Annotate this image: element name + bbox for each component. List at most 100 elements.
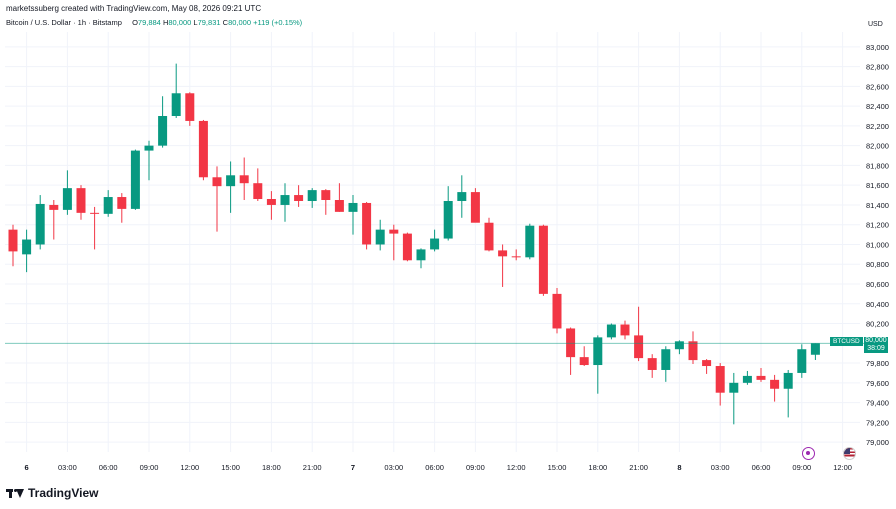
candle-body xyxy=(620,324,630,336)
candle-body xyxy=(552,293,562,329)
candle-body xyxy=(606,324,616,338)
time-tick-label: 12:00 xyxy=(833,463,852,472)
time-tick-label: 09:00 xyxy=(792,463,811,472)
candle-down xyxy=(334,183,344,212)
candle-body xyxy=(566,328,576,358)
price-tick-label: 81,400 xyxy=(866,201,889,210)
candle-body xyxy=(22,239,32,255)
candle-up xyxy=(375,219,385,251)
price-tick-label: 81,800 xyxy=(866,161,889,170)
price-tick-label: 79,200 xyxy=(866,418,889,427)
price-tick-label: 80,600 xyxy=(866,280,889,289)
candle-body xyxy=(307,190,317,201)
price-tick-label: 80,400 xyxy=(866,300,889,309)
time-axis: 6 03:00 06:00 09:00 12:00 15:00 18:00 21:00 7 03:… xyxy=(25,463,852,472)
price-tick-label: 79,600 xyxy=(866,379,889,388)
candle-down xyxy=(538,224,548,296)
candle-body xyxy=(266,199,276,205)
high-label: H xyxy=(162,18,169,27)
current-price-value: 80,000 xyxy=(865,337,887,344)
candle-down xyxy=(239,157,249,200)
candle-down xyxy=(76,185,86,220)
candle-down xyxy=(470,188,480,223)
candle-body xyxy=(239,175,249,184)
currency-label: USD xyxy=(868,21,883,28)
time-tick-label: 21:00 xyxy=(629,463,648,472)
price-tick-label: 83,000 xyxy=(866,43,889,52)
candle-down xyxy=(688,331,698,365)
tradingview-logo[interactable]: TradingView xyxy=(6,486,98,500)
candle-body xyxy=(702,360,712,367)
price-tick-label: 79,400 xyxy=(866,399,889,408)
candle-up xyxy=(35,195,45,250)
candle-body xyxy=(389,229,399,234)
candle-body xyxy=(634,335,644,359)
time-tick-label: 15:00 xyxy=(548,463,567,472)
candle-down xyxy=(266,191,276,220)
tradingview-logo-icon xyxy=(6,488,24,499)
us-flag-icon[interactable] xyxy=(843,447,856,460)
candle-down xyxy=(198,119,208,181)
candle-down xyxy=(185,92,195,126)
candle-down xyxy=(620,320,630,340)
time-tick-label: 03:00 xyxy=(384,463,403,472)
candle-body xyxy=(579,357,589,366)
candle-up xyxy=(674,340,684,355)
brand-name: TradingView xyxy=(28,486,99,500)
candle-up xyxy=(22,229,32,273)
candle-body xyxy=(498,250,508,257)
candle-body xyxy=(62,188,72,210)
candle-up xyxy=(797,344,807,378)
price-tick-label: 82,600 xyxy=(866,82,889,91)
time-tick-label: 09:00 xyxy=(140,463,159,472)
time-tick-label: 06:00 xyxy=(752,463,771,472)
ohlc-legend: Bitcoin / U.S. Dollar · 1h · Bitstamp O7… xyxy=(6,18,302,27)
time-tick-label: 06:00 xyxy=(425,463,444,472)
time-tick-label: 09:00 xyxy=(466,463,485,472)
candle-up xyxy=(307,188,317,208)
candle-body xyxy=(76,188,86,213)
economic-event-icon[interactable] xyxy=(802,447,815,460)
candle-down xyxy=(770,374,780,402)
candles xyxy=(8,63,820,425)
candle-up xyxy=(416,248,426,269)
candle-up xyxy=(593,335,603,394)
candle-body xyxy=(661,349,671,370)
time-tick-label: 12:00 xyxy=(180,463,199,472)
time-tick-label: 7 xyxy=(351,463,355,472)
price-axis: 83,000 82,800 82,600 82,400 82,200 82,000 81,8… xyxy=(866,43,889,447)
candle-down xyxy=(579,346,589,367)
time-tick-label: 03:00 xyxy=(58,463,77,472)
price-tick-label: 79,800 xyxy=(866,359,889,368)
candle-up xyxy=(103,190,113,217)
symbol-title[interactable]: Bitcoin / U.S. Dollar · 1h · Bitstamp xyxy=(6,18,122,27)
candle-down xyxy=(8,224,18,267)
candle-up xyxy=(171,63,181,118)
low-value: 79,831 xyxy=(197,18,221,27)
candle-up xyxy=(144,140,154,181)
high-value: 80,000 xyxy=(168,18,192,27)
candle-up xyxy=(280,183,290,222)
candle-up xyxy=(606,323,616,340)
candle-up xyxy=(62,170,72,215)
candle-body xyxy=(729,382,739,393)
candle-body xyxy=(470,192,480,223)
candle-body xyxy=(538,225,548,294)
candle-body xyxy=(49,204,59,210)
candle-body xyxy=(511,256,521,258)
time-tick-label: 6 xyxy=(25,463,29,472)
candle-body xyxy=(185,93,195,121)
candle-down xyxy=(756,368,766,382)
candle-body xyxy=(756,375,766,380)
candle-up xyxy=(226,161,236,213)
candle-down xyxy=(253,168,263,201)
candle-body xyxy=(742,375,752,383)
candle-body xyxy=(198,120,208,178)
candle-up xyxy=(443,186,453,241)
candle-down xyxy=(715,363,725,406)
candle-down xyxy=(294,185,304,207)
candle-body xyxy=(525,225,535,258)
time-tick-label: 03:00 xyxy=(711,463,730,472)
time-tick-label: 21:00 xyxy=(303,463,322,472)
